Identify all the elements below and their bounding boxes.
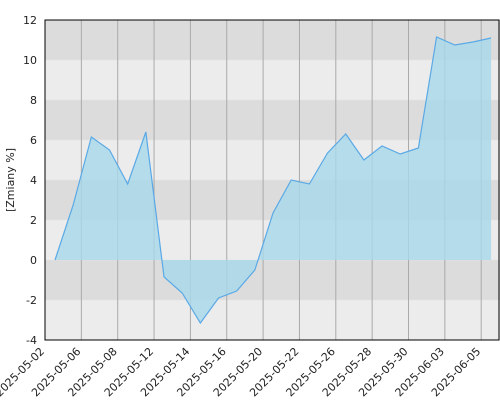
y-tick-label: 4	[30, 174, 37, 187]
grid-band	[45, 260, 500, 300]
y-tick-label: 0	[30, 254, 37, 267]
y-tick-label: -4	[26, 334, 37, 347]
y-tick-label: 2	[30, 214, 37, 227]
line	[54, 36, 492, 325]
y-tick-label: 6	[30, 134, 37, 147]
plot-frame	[44, 19, 500, 341]
grid-band	[45, 60, 500, 100]
area	[55, 37, 492, 323]
y-tick-label: 10	[23, 54, 37, 67]
y-tick-label: 8	[30, 94, 37, 107]
grid-band	[45, 300, 500, 340]
y-tick-label: -2	[26, 294, 37, 307]
y-tick-label: 12	[23, 14, 37, 27]
y-axis-label: [Zmiany %]	[4, 148, 17, 212]
grid-band	[45, 20, 500, 60]
